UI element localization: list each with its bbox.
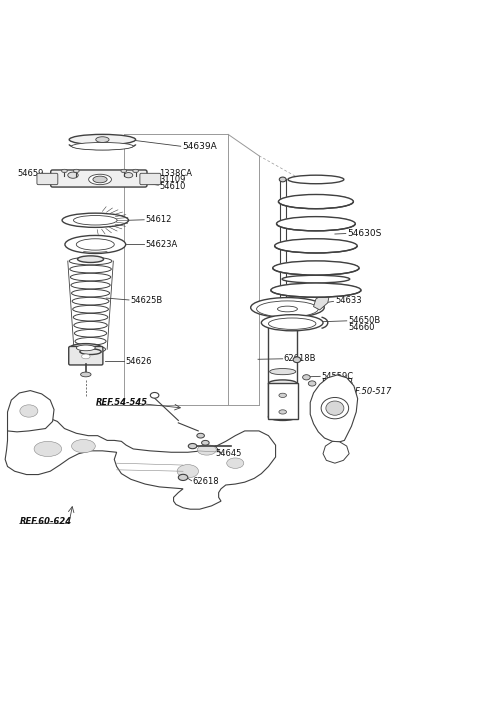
FancyBboxPatch shape xyxy=(140,173,161,185)
Ellipse shape xyxy=(279,177,286,182)
Ellipse shape xyxy=(61,169,67,173)
Ellipse shape xyxy=(268,318,297,326)
Ellipse shape xyxy=(179,474,188,481)
Ellipse shape xyxy=(279,410,287,414)
Ellipse shape xyxy=(121,169,127,173)
Ellipse shape xyxy=(261,315,323,331)
Ellipse shape xyxy=(197,444,216,455)
Ellipse shape xyxy=(34,442,61,457)
FancyBboxPatch shape xyxy=(51,170,147,187)
Text: 62618: 62618 xyxy=(192,476,219,486)
Text: 54639A: 54639A xyxy=(182,142,217,151)
Text: 54623A: 54623A xyxy=(145,240,178,249)
Ellipse shape xyxy=(150,393,159,398)
Ellipse shape xyxy=(293,357,301,363)
Ellipse shape xyxy=(72,305,108,313)
Ellipse shape xyxy=(82,354,90,359)
Text: 54610: 54610 xyxy=(159,182,186,190)
Text: 1338CA: 1338CA xyxy=(159,169,192,178)
Ellipse shape xyxy=(96,137,109,143)
Ellipse shape xyxy=(69,257,112,265)
Text: 62618B: 62618B xyxy=(284,354,316,364)
Text: 54626: 54626 xyxy=(125,356,152,366)
Text: 54559C: 54559C xyxy=(322,372,354,381)
Text: 54645: 54645 xyxy=(216,449,242,458)
FancyBboxPatch shape xyxy=(37,173,58,185)
Ellipse shape xyxy=(288,175,344,184)
Ellipse shape xyxy=(20,405,38,417)
Ellipse shape xyxy=(70,344,102,352)
Ellipse shape xyxy=(76,346,106,353)
Ellipse shape xyxy=(268,318,316,329)
Ellipse shape xyxy=(76,345,96,351)
Ellipse shape xyxy=(277,306,298,312)
FancyBboxPatch shape xyxy=(69,346,103,365)
Text: 54659: 54659 xyxy=(17,169,43,178)
Ellipse shape xyxy=(72,143,133,150)
Ellipse shape xyxy=(62,213,129,227)
Ellipse shape xyxy=(177,464,199,478)
Ellipse shape xyxy=(72,290,109,297)
Ellipse shape xyxy=(124,173,133,178)
Text: 54612: 54612 xyxy=(145,215,171,224)
Ellipse shape xyxy=(77,256,104,263)
Ellipse shape xyxy=(271,283,361,297)
Text: 31109: 31109 xyxy=(159,175,186,184)
Ellipse shape xyxy=(202,440,209,445)
Polygon shape xyxy=(310,375,358,442)
Ellipse shape xyxy=(268,380,297,387)
Ellipse shape xyxy=(69,134,136,145)
Ellipse shape xyxy=(73,313,108,321)
Ellipse shape xyxy=(302,375,310,380)
Ellipse shape xyxy=(81,372,91,377)
Text: 54625B: 54625B xyxy=(130,296,162,305)
Ellipse shape xyxy=(71,273,111,281)
Text: 54633: 54633 xyxy=(335,296,361,305)
Ellipse shape xyxy=(73,169,79,173)
Ellipse shape xyxy=(275,239,357,253)
Ellipse shape xyxy=(75,337,106,345)
Text: 54630S: 54630S xyxy=(347,229,382,238)
Ellipse shape xyxy=(276,217,355,231)
Ellipse shape xyxy=(279,393,287,398)
Ellipse shape xyxy=(308,381,316,386)
Polygon shape xyxy=(5,417,276,509)
Ellipse shape xyxy=(76,239,114,250)
Ellipse shape xyxy=(321,398,348,419)
Ellipse shape xyxy=(227,458,244,469)
Text: 54559B: 54559B xyxy=(322,378,354,387)
Ellipse shape xyxy=(89,174,111,185)
Ellipse shape xyxy=(282,275,350,283)
Ellipse shape xyxy=(251,297,324,317)
Ellipse shape xyxy=(80,349,101,354)
Ellipse shape xyxy=(72,297,109,305)
Ellipse shape xyxy=(74,329,107,337)
Ellipse shape xyxy=(268,413,297,420)
Ellipse shape xyxy=(197,433,204,438)
Ellipse shape xyxy=(73,216,117,225)
Ellipse shape xyxy=(273,261,359,275)
Ellipse shape xyxy=(133,169,138,173)
Text: 54660: 54660 xyxy=(348,323,375,332)
Polygon shape xyxy=(8,391,54,432)
Ellipse shape xyxy=(65,236,126,253)
Ellipse shape xyxy=(326,401,344,415)
Ellipse shape xyxy=(257,301,318,317)
Ellipse shape xyxy=(93,176,107,182)
Polygon shape xyxy=(313,294,329,310)
Text: REF.50-517: REF.50-517 xyxy=(344,387,392,396)
Ellipse shape xyxy=(70,266,111,273)
Ellipse shape xyxy=(188,444,197,449)
Polygon shape xyxy=(323,442,349,463)
Ellipse shape xyxy=(278,195,353,209)
Text: 54650B: 54650B xyxy=(348,316,381,325)
Ellipse shape xyxy=(68,172,78,178)
Text: REF.60-624: REF.60-624 xyxy=(19,517,72,525)
Ellipse shape xyxy=(71,281,110,289)
Ellipse shape xyxy=(270,368,296,375)
Ellipse shape xyxy=(74,322,107,329)
Ellipse shape xyxy=(72,439,96,453)
Text: REF.54-545: REF.54-545 xyxy=(96,398,148,407)
FancyBboxPatch shape xyxy=(267,383,298,419)
